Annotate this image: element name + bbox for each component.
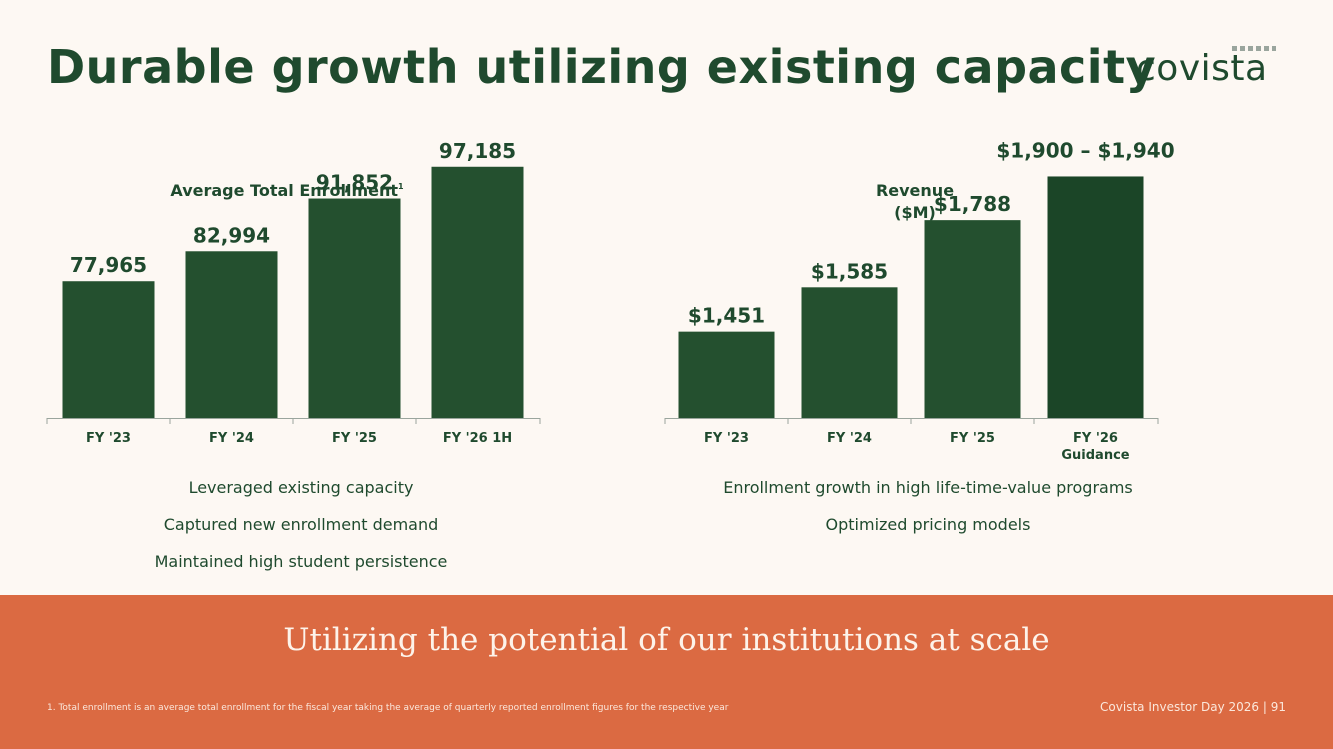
bar bbox=[308, 198, 401, 418]
enrollment-bullets: Leveraged existing capacity Captured new… bbox=[100, 477, 502, 588]
data-label: $1,788 bbox=[934, 192, 1011, 216]
bullet-text: Captured new enrollment demand bbox=[163, 515, 439, 534]
tick-label: FY '24 bbox=[827, 431, 872, 446]
logo-text: covista bbox=[1136, 48, 1268, 89]
charts-area: Average Total Enrollment1 77,965 FY '23 82,… bbox=[46, 138, 1175, 463]
tick-label: FY '25 bbox=[332, 431, 377, 446]
banner-tagline: Utilizing the potential of our instituti… bbox=[283, 622, 1050, 658]
data-label: $1,451 bbox=[688, 304, 765, 328]
page-title: Durable growth utilizing existing capaci… bbox=[47, 40, 1157, 94]
tick-label: FY '23 bbox=[704, 431, 749, 446]
revenue-chart: Revenue ($M) $1,451 FY '23 $1,585 FY '24 $1,78… bbox=[664, 138, 1175, 463]
footnote-marker: 1 bbox=[398, 182, 404, 191]
covista-logo: covista bbox=[1136, 40, 1296, 90]
chart-title: Average Total Enrollment1 bbox=[170, 181, 404, 200]
logo-dots-icon bbox=[1232, 46, 1276, 51]
chart-title: Revenue bbox=[876, 181, 954, 200]
enrollment-chart: Average Total Enrollment1 77,965 FY '23 82,… bbox=[46, 139, 541, 446]
chart-subtitle: ($M) bbox=[894, 203, 936, 222]
tick-label: FY '25 bbox=[950, 431, 995, 446]
bar bbox=[801, 287, 898, 418]
tick-sublabel: Guidance bbox=[1061, 448, 1129, 463]
data-label: 91,852 bbox=[316, 171, 393, 195]
bullet-text: Leveraged existing capacity bbox=[188, 478, 414, 497]
bullet-text: Optimized pricing models bbox=[825, 515, 1031, 534]
bar bbox=[431, 166, 524, 418]
tick-label: FY '24 bbox=[209, 431, 254, 446]
data-label: 82,994 bbox=[193, 223, 270, 247]
data-label: 77,965 bbox=[70, 253, 147, 277]
tick-label: FY '26 1H bbox=[443, 431, 512, 446]
footnote: 1. Total enrollment is an average total … bbox=[47, 703, 729, 713]
tick-label: FY '26 bbox=[1073, 431, 1118, 446]
tick-label: FY '23 bbox=[86, 431, 131, 446]
bottom-banner bbox=[0, 595, 1333, 749]
bullet-text: Enrollment growth in high life-time-valu… bbox=[723, 478, 1133, 497]
revenue-bullets: Enrollment growth in high life-time-valu… bbox=[690, 477, 1166, 551]
data-label: $1,585 bbox=[811, 259, 888, 283]
data-label: 97,185 bbox=[439, 139, 516, 163]
bullet-text: Maintained high student persistence bbox=[154, 552, 448, 571]
footer-page-info: Covista Investor Day 2026 | 91 bbox=[1100, 700, 1286, 714]
data-label: $1,900 – $1,940 bbox=[996, 138, 1174, 162]
bar bbox=[678, 331, 775, 418]
bar bbox=[62, 281, 155, 418]
bar bbox=[924, 220, 1021, 418]
bar bbox=[185, 251, 278, 418]
bar bbox=[1047, 176, 1144, 418]
